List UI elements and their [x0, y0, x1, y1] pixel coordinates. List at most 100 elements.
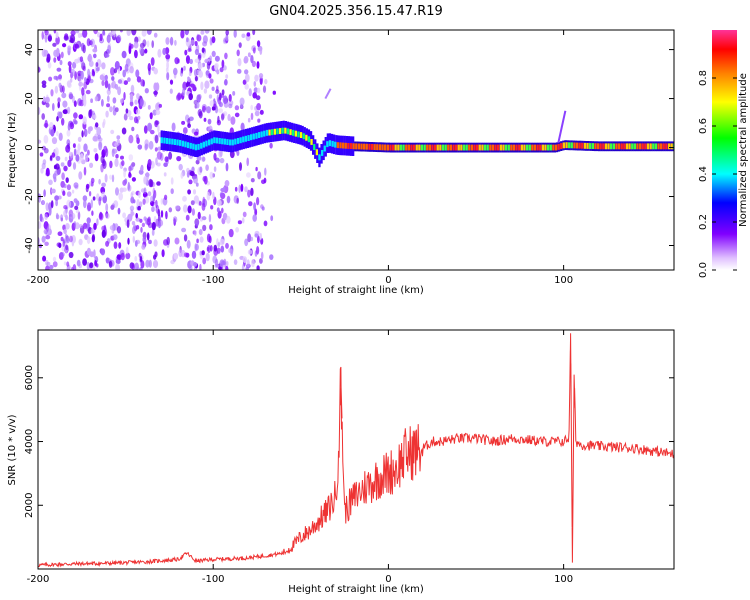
- spectrogram-noise-cell: [84, 129, 88, 137]
- spectrogram-noise-cell: [111, 76, 115, 81]
- spectrogram-noise-cell: [95, 62, 99, 67]
- spectrogram-ridge-core: [578, 142, 581, 149]
- spectrogram-noise-cell: [150, 195, 153, 203]
- spectrogram-noise-cell: [126, 219, 130, 229]
- spectrogram-noise-cell: [59, 59, 63, 66]
- spectrogram-noise-cell: [151, 40, 154, 48]
- spectrogram-noise-cell: [192, 189, 197, 195]
- spectrogram-noise-cell: [58, 82, 62, 89]
- spectrogram-ridge-core: [326, 141, 329, 148]
- spectrogram-noise-cell: [115, 154, 119, 159]
- spectrogram-noise-cell: [196, 34, 202, 42]
- spectrogram-ridge-core: [168, 138, 171, 145]
- spectrogram-noise-cell: [180, 30, 185, 39]
- spectrogram-noise-cell: [156, 151, 162, 160]
- spectrogram-noise-cell: [241, 217, 245, 224]
- spectrogram-noise-cell: [73, 120, 78, 125]
- spectrogram-noise-cell: [105, 53, 110, 58]
- spectrogram-noise-cell: [260, 251, 264, 260]
- spectrogram-noise-cell: [93, 53, 97, 59]
- spectrogram-noise-cell: [55, 47, 60, 57]
- spectrogram-noise-cell: [153, 239, 158, 247]
- spectrogram-noise-cell: [211, 86, 215, 92]
- spectrogram-noise-cell: [191, 250, 197, 259]
- spectrogram-ridge-core: [412, 144, 416, 151]
- spectrogram-noise-cell: [94, 153, 99, 162]
- spectrogram-noise-cell: [120, 252, 125, 261]
- spectrogram-ridge-core: [528, 144, 531, 151]
- spectrogram-noise-cell: [225, 242, 229, 249]
- snr-y-tick-label: 4000: [24, 429, 35, 454]
- spectrogram-noise-cell: [191, 166, 195, 173]
- spectrogram-noise-cell: [117, 79, 123, 84]
- colorbar-tick-label: 0.2: [698, 214, 709, 230]
- spectrogram-noise-cell: [195, 44, 200, 52]
- spectrogram-ridge-core: [541, 144, 544, 151]
- spectrogram-ridge-core: [294, 130, 297, 137]
- spectrogram-noise-cell: [63, 165, 68, 172]
- spectrogram-noise-cell: [61, 92, 67, 99]
- spectrogram-noise-cell: [256, 40, 261, 47]
- spectrogram-noise-cell: [44, 241, 49, 246]
- spectrogram-noise-cell: [190, 200, 195, 206]
- spectrogram-noise-cell: [222, 264, 226, 270]
- spectrogram-noise-cell: [41, 80, 47, 86]
- spectrogram-ridge-core: [399, 144, 403, 151]
- spectrogram-noise-cell: [62, 85, 65, 94]
- spectrogram-noise-cell: [129, 164, 134, 171]
- spectrogram-ridge-core: [163, 137, 166, 144]
- spectrogram-ridge-core: [570, 142, 573, 149]
- spectrogram-noise-cell: [112, 97, 117, 104]
- spectrogram-noise-cell: [70, 212, 76, 220]
- spectrogram-noise-cell: [216, 199, 222, 207]
- spectrogram-noise-cell: [137, 115, 141, 120]
- spectrogram-noise-cell: [115, 84, 119, 91]
- spectrogram-noise-cell: [246, 172, 251, 178]
- spectrogram-ridge-core: [515, 144, 518, 151]
- spectrogram-noise-cell: [226, 261, 229, 267]
- spectrogram-ridge-core: [599, 143, 602, 150]
- spectrogram-noise-cell: [237, 58, 242, 67]
- spectrogram-noise-cell: [210, 205, 214, 210]
- spectrogram-noise-cell: [122, 212, 126, 219]
- spectrogram-ridge-core: [604, 143, 608, 150]
- spectrogram-noise-cell: [53, 57, 57, 63]
- spectrogram-ridge-core: [370, 144, 374, 150]
- spectrogram-noise-cell: [246, 32, 251, 37]
- spectrogram-noise-cell: [173, 252, 179, 260]
- spectrogram-noise-cell: [236, 49, 240, 57]
- spectrogram-noise-cell: [147, 105, 151, 110]
- spectrogram-noise-cell: [139, 201, 143, 208]
- spectrogram-ridge-core: [352, 143, 355, 150]
- spectrogram-noise-cell: [247, 189, 251, 198]
- spectrogram-ridge-core: [357, 143, 361, 150]
- spectrogram-ridge-core: [307, 136, 311, 143]
- spectrogram-noise-cell: [72, 61, 77, 69]
- spectrogram-noise-cell: [188, 71, 192, 77]
- spectrogram-noise-cell: [204, 80, 210, 89]
- spectrogram-noise-cell: [145, 171, 150, 181]
- spectrogram-noise-cell: [242, 256, 247, 263]
- spectrogram-ridge-core: [491, 144, 495, 151]
- spectrogram-noise-cell: [173, 67, 178, 76]
- spectrogram-ridge-core: [305, 134, 308, 141]
- spectrogram-noise-cell: [79, 99, 85, 107]
- spectrogram-noise-cell: [217, 115, 220, 124]
- spectrogram-noise-cell: [70, 68, 76, 77]
- spectrogram-noise-cell: [176, 94, 181, 101]
- spectrogram-noise-cell: [151, 221, 156, 231]
- spectrogram-noise-cell: [232, 91, 236, 96]
- spectrogram-noise-cell: [197, 109, 203, 117]
- spectrogram-ridge-core: [462, 144, 466, 151]
- spectrogram-ridge-core: [202, 141, 205, 148]
- spectrogram-noise-cell: [153, 32, 158, 38]
- spectrogram-ridge-core: [315, 149, 318, 156]
- spectrogram-noise-cell: [82, 116, 87, 125]
- spectrogram-noise-cell: [91, 210, 94, 216]
- spectrogram-noise-cell: [56, 214, 60, 220]
- spectrogram-noise-cell: [68, 251, 74, 259]
- spectrogram-ridge-core: [373, 144, 376, 150]
- spectrogram-noise-cell: [163, 162, 168, 167]
- spectrogram-ridge-core: [384, 144, 387, 151]
- snr-y-tick-label: 6000: [24, 365, 35, 390]
